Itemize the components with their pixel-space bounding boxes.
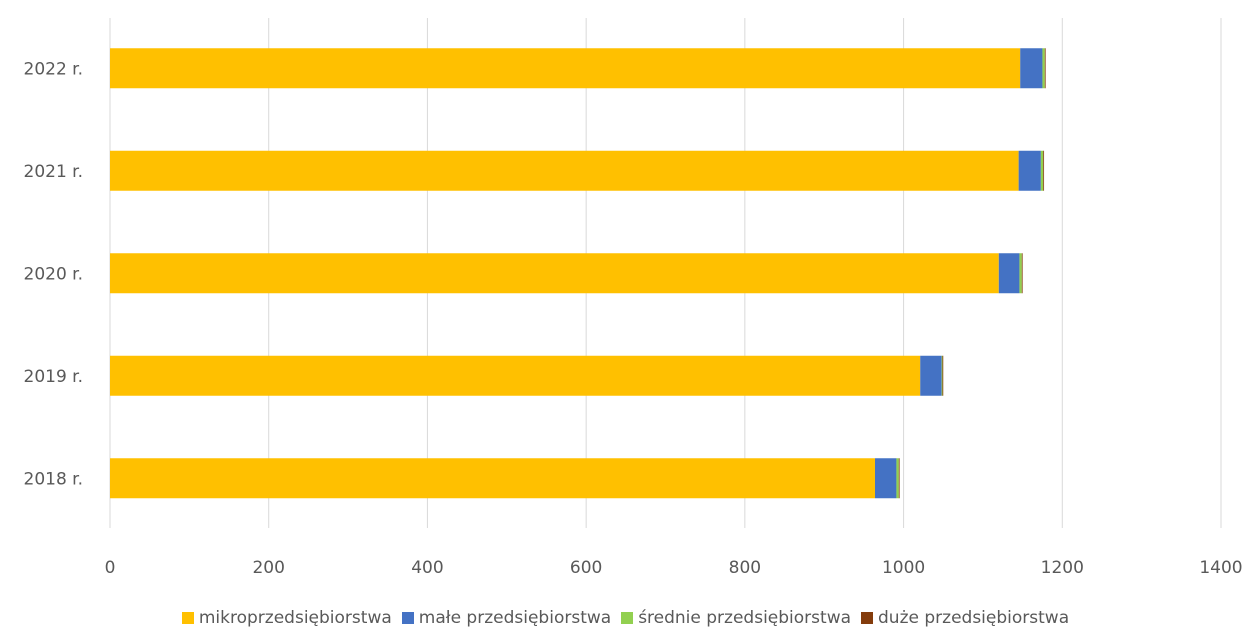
bar-2020r-series-1: [998, 253, 1020, 294]
x-tick-labels: 0 200 400 600 800 1000 1200 1400: [105, 558, 1243, 578]
legend-swatch: [621, 612, 634, 624]
bars: [110, 48, 1046, 499]
category-label: 2019 r.: [24, 367, 84, 387]
legend-label: średnie przedsiębiorstwa: [638, 608, 852, 628]
x-tick-label-0: 0: [105, 558, 116, 578]
x-tick-label-1400: 1400: [1199, 558, 1242, 578]
bar-2019r-series-0: [110, 355, 921, 396]
x-tick-label-400: 400: [411, 558, 443, 578]
legend-label: duże przedsiębiorstwa: [878, 608, 1070, 628]
bar-2021r-series-3: [1043, 150, 1045, 191]
bar-2019r-series-1: [920, 355, 942, 396]
x-tick-label-600: 600: [570, 558, 602, 578]
bar-2022r-series-0: [110, 48, 1021, 89]
bar-2021r-series-0: [110, 150, 1019, 191]
legend-label: małe przedsiębiorstwa: [418, 608, 612, 628]
category-labels: 2022 r. 2021 r. 2020 r. 2019 r. 2018 r.: [24, 59, 84, 489]
bar-2020r-series-3: [1021, 253, 1023, 294]
bar-2021r-series-1: [1018, 150, 1041, 191]
bar-2022r-series-1: [1020, 48, 1043, 89]
x-tick-label-1200: 1200: [1041, 558, 1084, 578]
legend-swatch: [401, 612, 414, 624]
category-label: 2021 r.: [24, 162, 84, 182]
x-tick-label-200: 200: [252, 558, 284, 578]
bar-2019r-series-2: [941, 355, 943, 396]
category-label: 2018 r.: [24, 469, 84, 489]
legend-swatch: [861, 612, 874, 624]
legend-item: małe przedsiębiorstwa: [401, 608, 612, 628]
category-label: 2022 r.: [24, 59, 84, 79]
bar-2019r-series-3: [942, 355, 944, 396]
bar-2018r-series-1: [875, 458, 897, 499]
legend-item: duże przedsiębiorstwa: [861, 608, 1069, 628]
legend-item: średnie przedsiębiorstwa: [621, 608, 851, 628]
legend-label: mikroprzedsiębiorstwa: [198, 608, 392, 628]
x-tick-label-1000: 1000: [882, 558, 925, 578]
legend-swatch: [181, 612, 194, 624]
bar-2022r-series-3: [1044, 48, 1046, 89]
bar-2021r-series-2: [1040, 150, 1044, 191]
bar-2018r-series-3: [898, 458, 900, 499]
legend: mikroprzedsiębiorstwa małe przedsiębiorst…: [0, 608, 1251, 628]
bar-2018r-series-2: [896, 458, 899, 499]
category-label: 2020 r.: [24, 264, 84, 284]
x-tick-label-800: 800: [729, 558, 761, 578]
legend-item: mikroprzedsiębiorstwa: [181, 608, 392, 628]
bar-2020r-series-2: [1019, 253, 1022, 294]
bar-2020r-series-0: [110, 253, 999, 294]
bar-2018r-series-0: [110, 458, 876, 499]
bar-2022r-series-2: [1042, 48, 1045, 89]
